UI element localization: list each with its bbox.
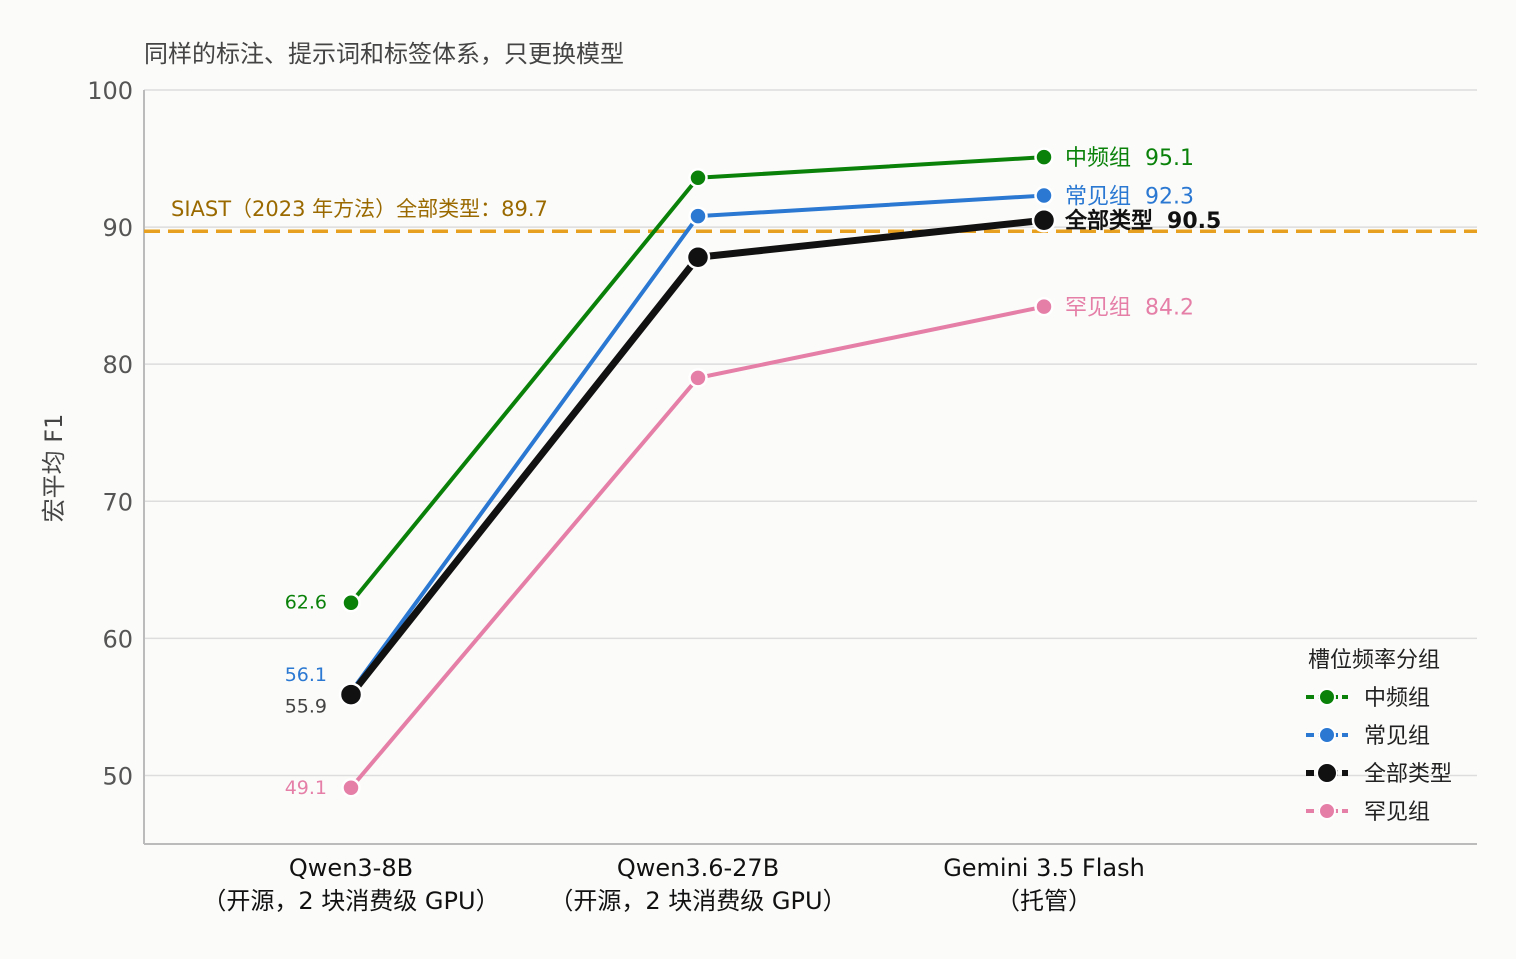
- legend-swatch-marker-1: [1318, 726, 1336, 744]
- x-tick-label-0-name: Qwen3-8B: [289, 854, 413, 882]
- x-tick-label-1-note: （开源，2 块消费级 GPU）: [549, 887, 846, 915]
- end-label-3: 罕见组 84.2: [1065, 296, 1194, 321]
- series-3-point-1: [688, 368, 708, 388]
- x-tick-label-2-name: Gemini 3.5 Flash: [943, 854, 1145, 882]
- series-0-point-0: [341, 592, 361, 613]
- start-label-3: 49.1: [285, 777, 327, 799]
- series-0-point-2: [1034, 147, 1054, 167]
- end-label-3-name: 罕见组: [1065, 296, 1131, 321]
- y-tick-labels: 50 60 70 80 90 100: [87, 77, 133, 790]
- series-line-1: [349, 193, 1045, 694]
- series-line-2: [348, 216, 1045, 697]
- series-3-point-0: [341, 778, 361, 798]
- y-tick-label-50: 50: [102, 762, 133, 790]
- end-label-3-value: 84.2: [1145, 296, 1194, 321]
- y-tick-label-70: 70: [102, 488, 133, 516]
- reference-line-label: SIAST（2023 年方法）全部类型：89.7: [171, 197, 548, 221]
- legend-item-3: 罕见组: [1364, 800, 1430, 825]
- series-2-point-0: [338, 682, 364, 707]
- end-label-2: 全部类型 90.5: [1064, 208, 1221, 234]
- series-1-point-1: [688, 206, 708, 226]
- legend-swatch-marker-2: [1316, 762, 1338, 784]
- series-2-point-2: [1031, 207, 1057, 233]
- y-tick-label-100: 100: [87, 77, 133, 105]
- x-tick-label-2-note: （托管）: [996, 887, 1092, 915]
- reference-line-group: SIAST（2023 年方法）全部类型：89.7: [144, 197, 1477, 233]
- legend-item-2: 全部类型: [1364, 762, 1452, 787]
- series-2-point-1: [685, 245, 711, 270]
- legend-swatch-marker-3: [1318, 802, 1336, 820]
- end-label-1: 常见组 92.3: [1065, 185, 1194, 210]
- x-tick-labels: Qwen3-8B （开源，2 块消费级 GPU） Qwen3.6-27B （开源，2 …: [202, 854, 1144, 915]
- legend-item-0: 中频组: [1364, 686, 1430, 711]
- legend-swatch-marker-0: [1318, 688, 1336, 706]
- series-1-point-2: [1034, 185, 1054, 206]
- axes: [143, 90, 1477, 845]
- y-axis-label: 宏平均 F1: [40, 414, 68, 523]
- series-group: [338, 147, 1057, 798]
- chart-subtitle: 同样的标注、提示词和标签体系，只更换模型: [144, 40, 624, 68]
- end-label-2-value: 90.5: [1167, 209, 1221, 234]
- end-label-0: 中频组 95.1: [1065, 146, 1194, 171]
- end-label-1-name: 常见组: [1065, 185, 1131, 210]
- end-label-0-name: 中频组: [1065, 146, 1131, 171]
- y-tick-label-60: 60: [102, 625, 133, 653]
- start-label-1: 56.1: [285, 664, 327, 686]
- series-3-point-2: [1034, 296, 1054, 317]
- end-label-2-name: 全部类型: [1064, 208, 1153, 234]
- y-tick-label-90: 90: [102, 214, 133, 242]
- x-tick-label-0-note: （开源，2 块消费级 GPU）: [202, 887, 499, 915]
- gridlines: [144, 89, 1477, 777]
- start-label-0: 62.6: [285, 592, 327, 614]
- start-label-2: 55.9: [285, 696, 327, 718]
- x-tick-label-1-name: Qwen3.6-27B: [617, 854, 779, 882]
- legend-title: 槽位频率分组: [1308, 648, 1440, 673]
- y-tick-label-80: 80: [102, 351, 133, 379]
- end-label-1-value: 92.3: [1145, 185, 1194, 210]
- legend-item-1: 常见组: [1364, 724, 1430, 749]
- end-label-0-value: 95.1: [1145, 146, 1194, 171]
- series-0-point-1: [688, 167, 708, 188]
